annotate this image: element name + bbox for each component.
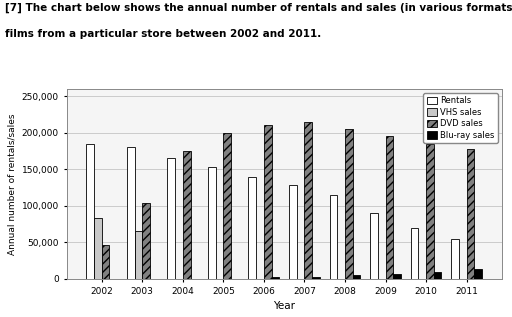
Bar xyxy=(289,185,297,279)
Bar xyxy=(142,203,150,279)
Bar xyxy=(135,231,142,279)
Bar xyxy=(94,217,102,279)
Y-axis label: Annual number of rentals/sales: Annual number of rentals/sales xyxy=(7,113,16,255)
Text: films from a particular store between 2002 and 2011.: films from a particular store between 20… xyxy=(5,29,322,39)
X-axis label: Year: Year xyxy=(273,301,295,311)
Bar xyxy=(370,213,378,279)
Bar xyxy=(474,269,482,279)
Bar xyxy=(305,122,312,279)
Bar xyxy=(330,195,337,279)
Bar xyxy=(353,275,360,279)
Bar xyxy=(102,245,110,279)
Bar xyxy=(167,158,175,279)
Bar xyxy=(312,277,320,279)
Bar xyxy=(451,239,459,279)
Text: [7] The chart below shows the annual number of rentals and sales (in various for: [7] The chart below shows the annual num… xyxy=(5,3,512,13)
Bar xyxy=(183,151,190,279)
Bar xyxy=(345,129,353,279)
Bar xyxy=(208,167,216,279)
Bar xyxy=(248,177,256,279)
Bar xyxy=(87,144,94,279)
Bar xyxy=(411,228,418,279)
Bar xyxy=(127,147,135,279)
Bar xyxy=(393,274,401,279)
Bar xyxy=(264,125,271,279)
Bar xyxy=(434,272,441,279)
Bar xyxy=(386,136,393,279)
Legend: Rentals, VHS sales, DVD sales, Blu-ray sales: Rentals, VHS sales, DVD sales, Blu-ray s… xyxy=(423,93,498,143)
Bar xyxy=(223,133,231,279)
Bar xyxy=(466,149,474,279)
Bar xyxy=(271,277,279,279)
Bar xyxy=(426,144,434,279)
